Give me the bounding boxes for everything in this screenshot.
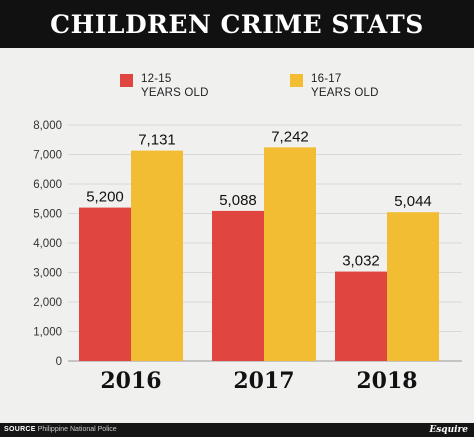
chart-title: CHILDREN CRIME STATS — [50, 9, 424, 39]
y-tick-label-1000: 1,000 — [33, 327, 62, 339]
legend-item-12-15: 12-15 YEARS OLD — [120, 72, 209, 100]
y-tick-label-0: 0 — [56, 356, 62, 368]
y-tick-label-8000: 8,000 — [33, 120, 62, 132]
data-label-2017-series-2: 7,242 — [271, 128, 309, 145]
bar-2017-series-2 — [264, 147, 316, 361]
bar-2016-series-2 — [131, 150, 183, 361]
data-label-2016-series-2: 7,131 — [138, 132, 176, 149]
legend-label-12-15-line1: 12-15 — [141, 73, 172, 85]
data-label-2018-series-2: 5,044 — [394, 193, 432, 210]
source-text: Philippine National Police — [37, 426, 117, 433]
data-label-2016-series-1: 5,200 — [86, 189, 124, 206]
x-category-label-2017: 2017 — [233, 368, 294, 394]
y-tick-label-6000: 6,000 — [33, 179, 62, 191]
legend-item-16-17: 16-17 YEARS OLD — [290, 72, 379, 100]
legend-label-16-17-line1: 16-17 — [311, 73, 342, 85]
y-tick-label-3000: 3,000 — [33, 268, 62, 280]
source-label: SOURCE — [4, 426, 36, 433]
legend-label-12-15-line2: YEARS OLD — [141, 87, 209, 99]
y-tick-label-5000: 5,000 — [33, 209, 62, 221]
brand-logo: Esquire — [429, 425, 468, 435]
bar-2018-series-1 — [335, 271, 387, 361]
y-tick-label-4000: 4,000 — [33, 238, 62, 250]
x-category-label-2016: 2016 — [100, 368, 161, 394]
data-label-2018-series-1: 3,032 — [342, 253, 380, 270]
y-tick-label-2000: 2,000 — [33, 297, 62, 309]
data-label-2017-series-1: 5,088 — [219, 192, 257, 209]
bar-2017-series-1 — [212, 210, 264, 361]
footer: SOURCE Philippine National Police Esquir… — [0, 423, 474, 437]
title-bar: CHILDREN CRIME STATS — [0, 0, 474, 48]
legend-swatch-12-15 — [120, 74, 133, 87]
legend-swatch-16-17 — [290, 74, 303, 87]
bar-2018-series-2 — [387, 212, 439, 361]
bar-2016-series-1 — [79, 207, 131, 361]
x-category-label-2018: 2018 — [356, 368, 417, 394]
legend-label-16-17-line2: YEARS OLD — [311, 87, 379, 99]
y-tick-label-7000: 7,000 — [33, 150, 62, 162]
